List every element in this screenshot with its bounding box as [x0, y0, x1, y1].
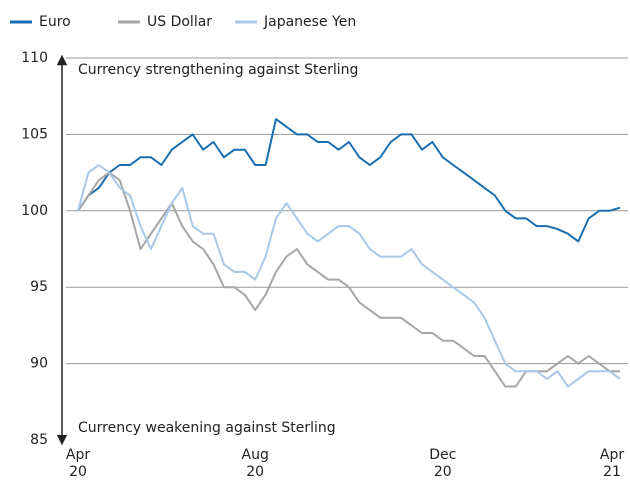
legend-label: Japanese Yen [263, 14, 356, 30]
series-line [77, 164, 621, 388]
x-tick-label: Aug 20 [241, 447, 269, 480]
y-tick-label: 95 [30, 279, 48, 295]
x-tick-label: Apr 21 [599, 447, 625, 480]
legend-label: Euro [39, 14, 71, 30]
y-tick-label: 85 [30, 432, 48, 448]
y-tick-label: 110 [21, 50, 48, 66]
y-tick-label: 105 [21, 126, 48, 142]
y-tick-label: 90 [30, 356, 48, 372]
x-tick-label: Apr 20 [65, 447, 91, 480]
series-line [77, 171, 620, 388]
annotation: Currency strengthening against Sterling [78, 62, 358, 78]
x-tick-label: Dec 20 [429, 447, 457, 480]
y-tick-label: 100 [21, 203, 48, 219]
series-line [77, 118, 621, 243]
annotation: Currency weakening against Sterling [78, 420, 336, 436]
legend-label: US Dollar [147, 14, 212, 30]
